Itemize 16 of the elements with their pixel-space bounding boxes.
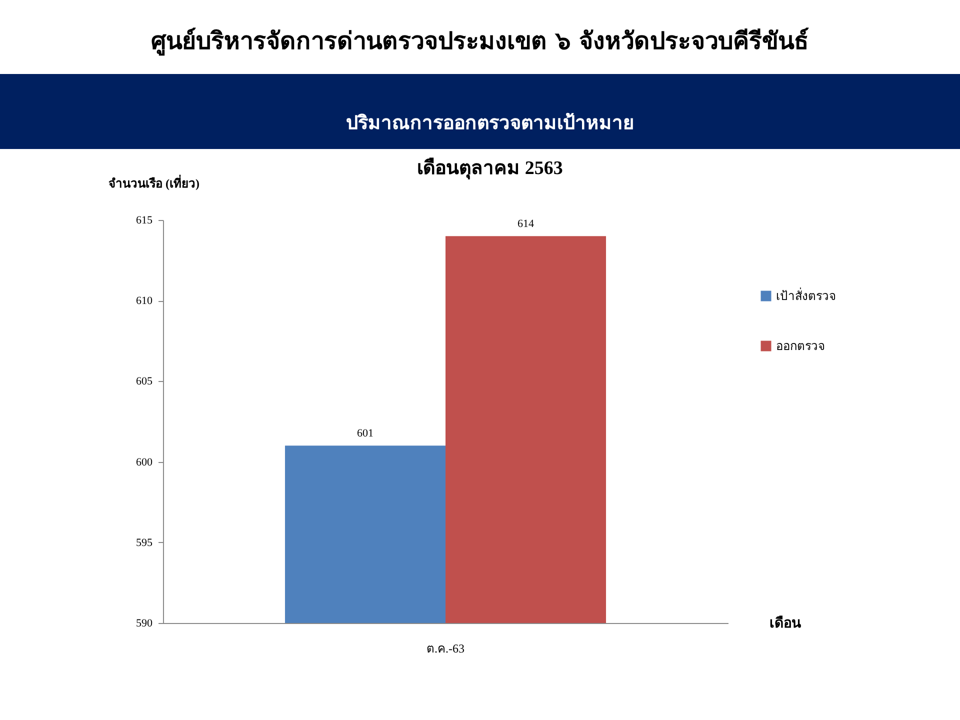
y-tick-label: 615: [136, 214, 153, 226]
data-label: 601: [356, 428, 374, 440]
legend-label: เป้าสั่งตรวจ: [776, 287, 836, 303]
y-tick-label: 595: [136, 536, 153, 549]
y-tick-label: 610: [136, 295, 153, 308]
y-axis-title: จำนวนเรือ (เที่ยว): [108, 174, 200, 190]
y-tick-label: 590: [136, 618, 153, 630]
text: เดือนตุลาคม 2563: [417, 157, 563, 180]
data-label: 614: [518, 218, 535, 230]
y-tick-label: 605: [136, 376, 153, 388]
chart-title: ศูนย์บริหารจัดการด่านตรวจประมงเขต ๖ จังหวัดประจวบคีรีขันธ์: [151, 27, 809, 56]
x-tick-label: ต.ค.-63: [426, 642, 464, 656]
legend-label: ออกตรวจ: [776, 339, 825, 353]
chart-subtitle: ปริมาณการออกตรวจตามเป้าหมาย: [346, 112, 634, 134]
y-tick-label: 600: [136, 456, 153, 468]
x-axis-title: เดือน: [770, 616, 802, 632]
